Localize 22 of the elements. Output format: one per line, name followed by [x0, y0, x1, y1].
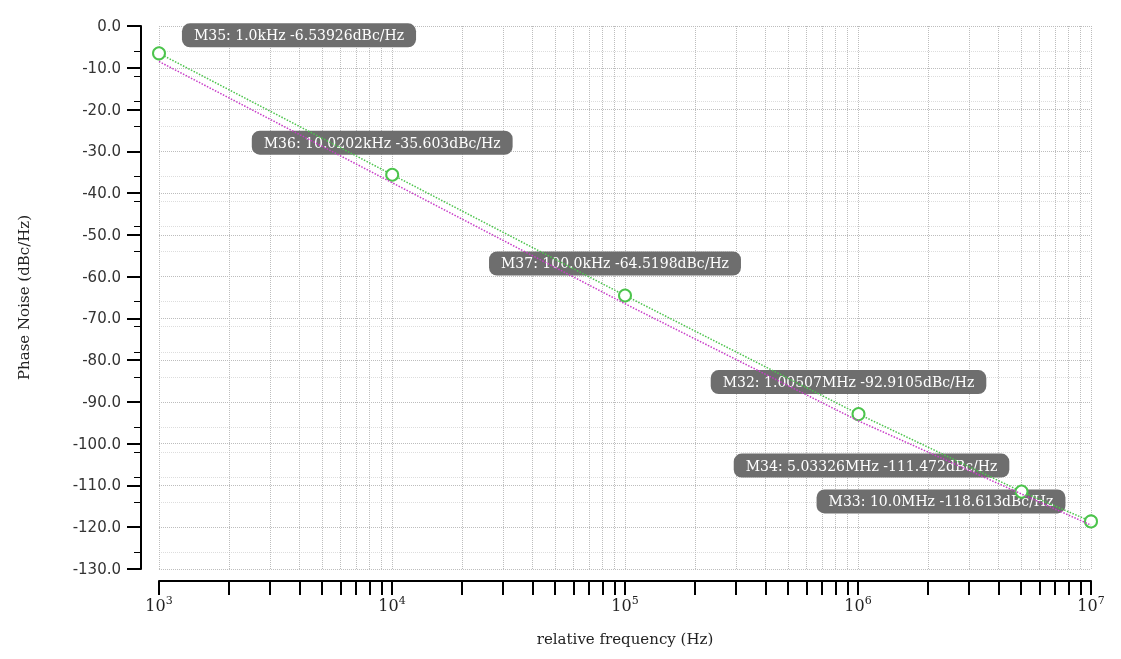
y-tick-label: -90.0: [82, 392, 121, 411]
y-tick-label: -100.0: [72, 434, 121, 453]
annotation: M34: 5.03326MHz -111.472dBc/Hz: [745, 457, 998, 474]
x-axis-title: relative frequency (Hz): [536, 629, 714, 648]
y-tick-label: -120.0: [72, 518, 121, 537]
annotation: M36: 10.0202kHz -35.603dBc/Hz: [263, 134, 501, 151]
y-tick-label: -130.0: [72, 560, 121, 578]
y-tick-label: 0.0: [97, 17, 121, 35]
annotation: M35: 1.0kHz -6.53926dBc/Hz: [193, 27, 405, 44]
y-tick-label: -110.0: [72, 476, 121, 495]
annotation: M37: 100.0kHz -64.5198dBc/Hz: [501, 255, 729, 272]
y-tick-label: -40.0: [82, 184, 121, 203]
annotation: M32: 1.00507MHz -92.9105dBc/Hz: [722, 374, 975, 391]
y-tick-label: -10.0: [82, 58, 121, 77]
y-axis-title: Phase Noise (dBc/Hz): [14, 214, 33, 381]
y-tick-label: -20.0: [82, 100, 121, 119]
y-tick-label: -80.0: [82, 351, 121, 370]
y-tick-label: -50.0: [82, 225, 121, 244]
y-tick-label: -60.0: [82, 267, 121, 286]
y-tick-label: -30.0: [82, 142, 121, 161]
y-tick-label: -70.0: [82, 309, 121, 328]
annotation: M33: 10.0MHz -118.613dBc/Hz: [828, 493, 1054, 510]
